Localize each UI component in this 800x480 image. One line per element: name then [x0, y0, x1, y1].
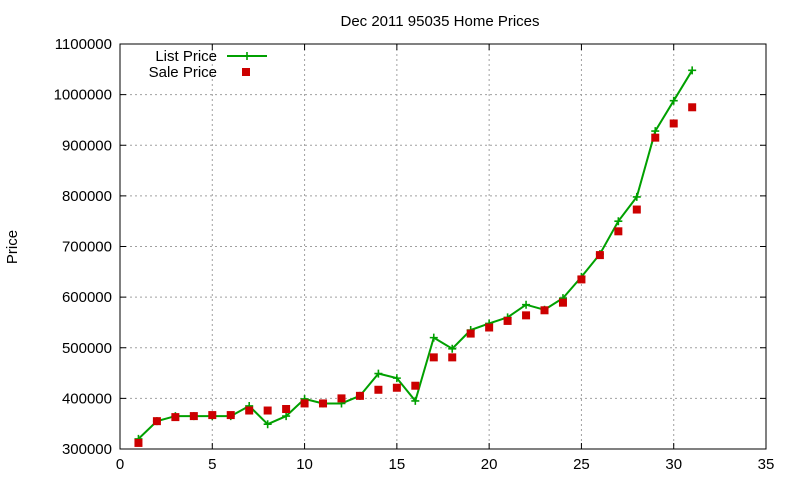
- y-tick-label: 400000: [62, 390, 112, 407]
- y-axis-label: Price: [4, 230, 21, 264]
- x-tick-label: 15: [389, 456, 406, 473]
- sale-price-point: [595, 251, 604, 260]
- x-tick-label: 25: [573, 456, 590, 473]
- sale-price-point: [245, 406, 254, 415]
- chart-title: Dec 2011 95035 Home Prices: [341, 13, 540, 30]
- list-price-point: [374, 369, 383, 378]
- list-price-point: [429, 333, 438, 342]
- sale-price-point: [429, 353, 438, 362]
- sale-price-point: [485, 323, 494, 332]
- y-tick-label: 300000: [62, 441, 112, 458]
- list-price-point: [448, 344, 457, 353]
- sale-price-point: [319, 399, 328, 408]
- x-tick-label: 0: [116, 456, 124, 473]
- y-tick-label: 800000: [62, 188, 112, 205]
- list-price-point: [688, 66, 697, 75]
- legend-label-sale-price: Sale Price: [149, 64, 217, 81]
- list-price-point: [282, 412, 291, 421]
- list-price-point: [632, 192, 641, 201]
- list-price-point: [522, 300, 531, 309]
- y-tick-label: 600000: [62, 289, 112, 306]
- sale-price-point: [411, 381, 420, 390]
- sale-price-point: [503, 316, 512, 325]
- y-tick-label: 1100000: [55, 36, 112, 53]
- sale-price-point: [540, 306, 549, 315]
- sale-price-point: [688, 103, 697, 112]
- y-tick-label: 700000: [62, 239, 112, 256]
- series-sale-price: [134, 103, 697, 447]
- list-price-point: [411, 396, 420, 405]
- sale-price-point: [189, 412, 198, 421]
- sale-price-point: [337, 394, 346, 403]
- list-price-point: [263, 420, 272, 429]
- sale-price-point: [392, 383, 401, 392]
- x-tick-label: 10: [296, 456, 313, 473]
- series-layer: [134, 66, 697, 447]
- sale-price-point: [614, 227, 623, 236]
- x-tick-label: 5: [208, 456, 216, 473]
- legend-marker-sale-price: [242, 68, 250, 76]
- legend-label-list-price: List Price: [155, 48, 217, 65]
- sale-price-point: [651, 133, 660, 142]
- sale-price-point: [134, 438, 143, 447]
- y-tick-label: 500000: [62, 340, 112, 357]
- ticks: 0 5 10 15 20 25 30 35 300000 400000 500000 600000 70…: [54, 36, 775, 473]
- legend-marker-list-price: [243, 52, 251, 60]
- x-tick-label: 30: [665, 456, 682, 473]
- y-tick-label: 1000000: [54, 87, 112, 104]
- list-price-point: [392, 374, 401, 383]
- sale-price-point: [448, 353, 457, 362]
- sale-price-point: [577, 275, 586, 284]
- list-price-point: [614, 217, 623, 226]
- sale-price-point: [171, 413, 180, 422]
- y-tick-label: 900000: [62, 137, 112, 154]
- sale-price-point: [558, 298, 567, 307]
- sale-price-point: [263, 406, 272, 415]
- sale-price-point: [632, 205, 641, 214]
- sale-price-point: [466, 329, 475, 338]
- sale-price-point: [669, 119, 678, 128]
- x-tick-label: 20: [481, 456, 498, 473]
- x-tick-label: 35: [758, 456, 775, 473]
- sale-price-point: [522, 311, 531, 320]
- sale-price-point: [300, 399, 309, 408]
- sale-price-point: [374, 385, 383, 394]
- list-price-point: [669, 96, 678, 105]
- sale-price-point: [226, 411, 235, 420]
- sale-price-point: [282, 405, 291, 414]
- sale-price-point: [152, 417, 161, 426]
- sale-price-point: [208, 411, 217, 420]
- sale-price-point: [355, 391, 364, 400]
